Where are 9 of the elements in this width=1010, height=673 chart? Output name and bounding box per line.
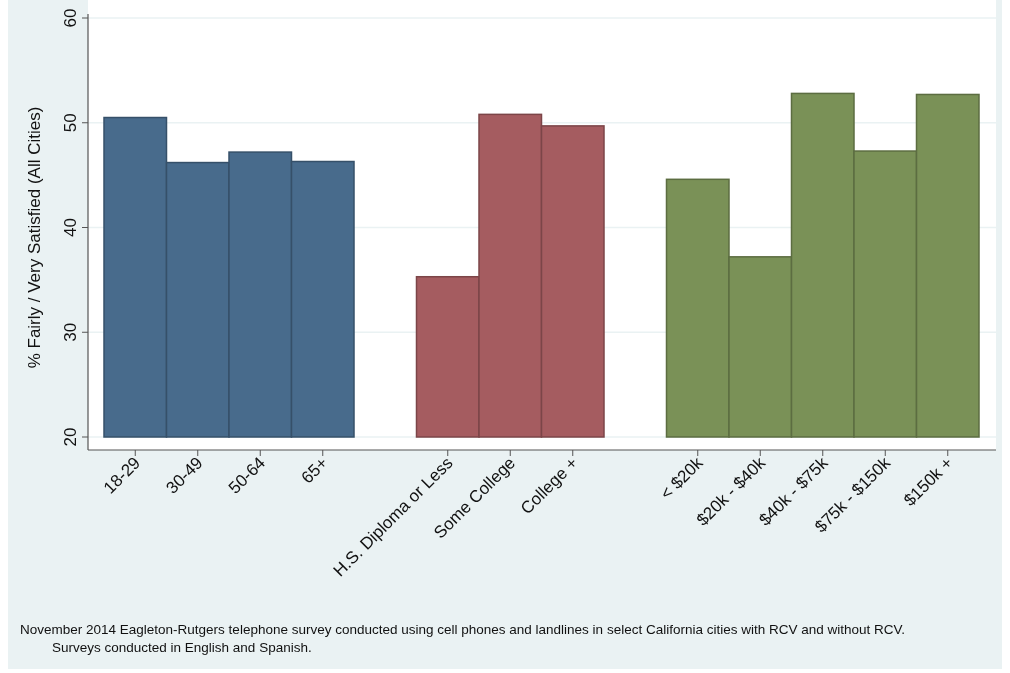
y-tick-label: 60 bbox=[61, 8, 80, 28]
y-axis-title: % Fairly / Very Satisfied (All Cities) bbox=[25, 106, 44, 369]
text: Surveys conducted in English and Spanish. bbox=[52, 640, 312, 655]
y-tick-label: 20 bbox=[61, 427, 80, 447]
text: November 2014 Eagleton-Rutgers telephone survey conducted using cell phones and landlines in select California cities with RCV and without RCV. bbox=[20, 622, 906, 637]
y-tick-label: 30 bbox=[61, 322, 80, 342]
y-tick-label: 40 bbox=[61, 218, 80, 237]
x-tick-label: 65+ bbox=[297, 453, 332, 488]
y-tick-label: 50 bbox=[61, 113, 80, 133]
